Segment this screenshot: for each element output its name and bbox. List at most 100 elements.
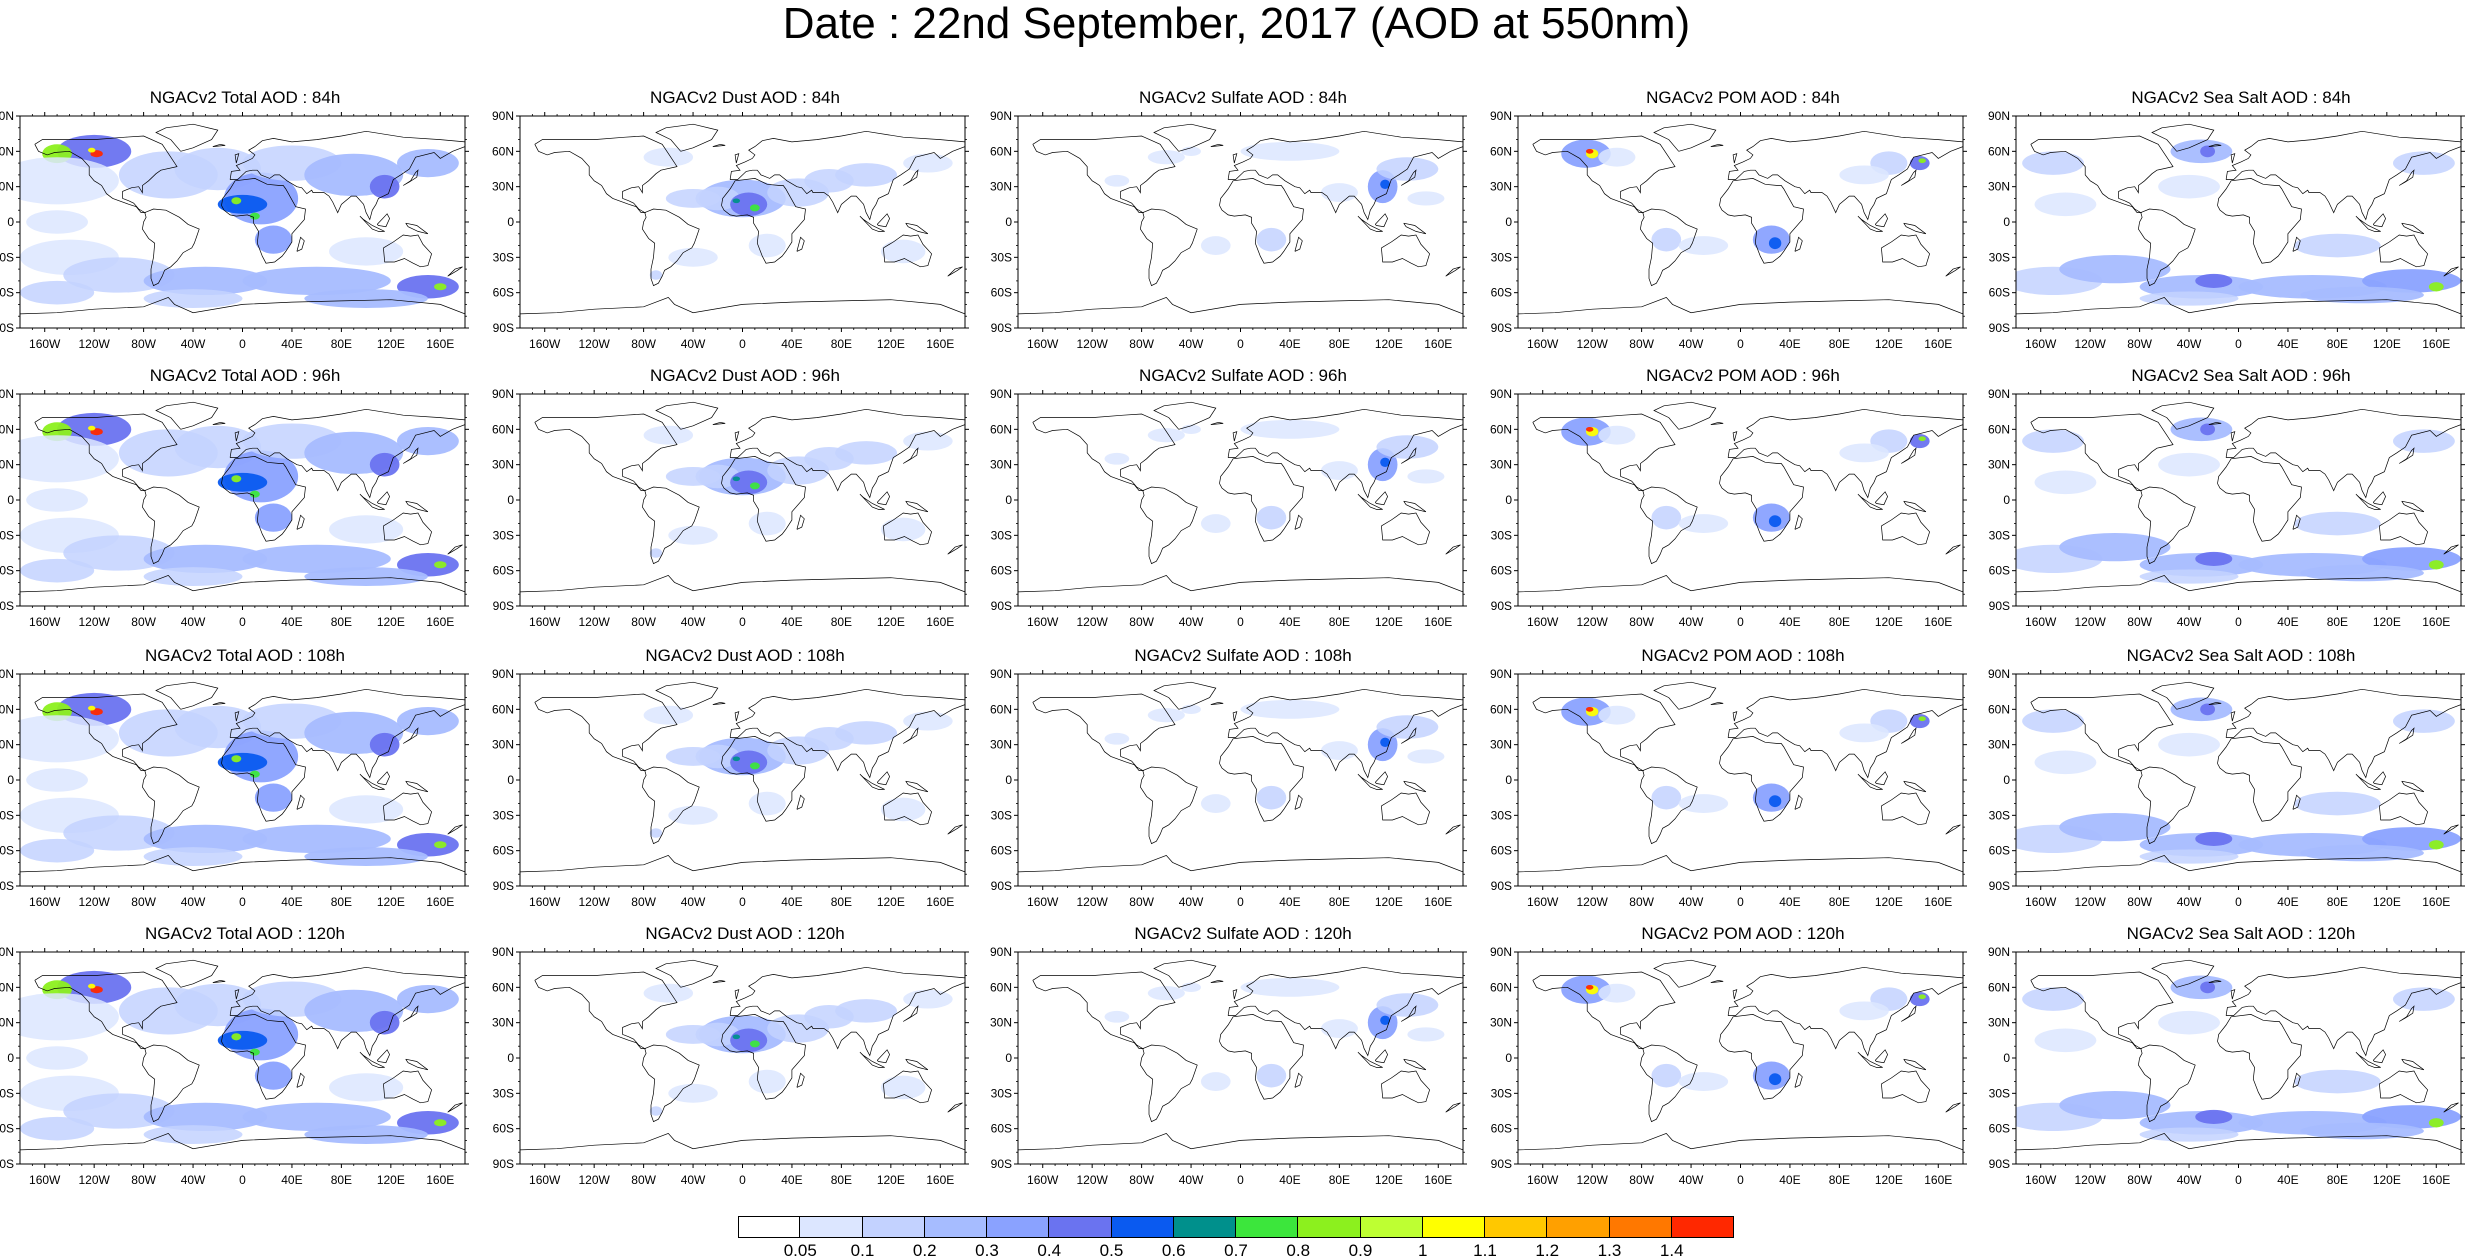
coastline bbox=[1710, 979, 1724, 983]
aod-contour bbox=[730, 1028, 768, 1053]
aod-contour bbox=[665, 189, 721, 208]
lon-label: 0 bbox=[2235, 615, 2242, 629]
lon-label: 80W bbox=[2127, 337, 2152, 351]
coastline bbox=[1857, 773, 1883, 790]
aod-contour bbox=[1407, 1027, 1445, 1042]
coastline bbox=[2016, 574, 2461, 593]
aod-contour bbox=[1147, 428, 1185, 443]
colorbar-label: 1.2 bbox=[1535, 1241, 1560, 1260]
aod-contour bbox=[730, 750, 768, 775]
coastline bbox=[859, 215, 885, 232]
aod-contour bbox=[748, 791, 786, 816]
coastline bbox=[1874, 213, 1888, 228]
lon-label: 0 bbox=[2235, 337, 2242, 351]
aod-contour bbox=[254, 225, 292, 254]
map-background bbox=[520, 674, 965, 886]
aod-contour bbox=[748, 511, 786, 536]
colorbar-swatch bbox=[1236, 1216, 1299, 1238]
coastline bbox=[1727, 688, 1963, 779]
coastline bbox=[876, 491, 890, 506]
coastline bbox=[1232, 431, 1238, 442]
aod-contour bbox=[1598, 147, 1636, 167]
lon-label: 160E bbox=[1424, 615, 1452, 629]
lat-label: 30N bbox=[492, 738, 514, 752]
lon-label: 40E bbox=[2277, 1173, 2298, 1187]
coastline bbox=[2151, 401, 2215, 430]
coastline bbox=[212, 979, 226, 983]
map-plot: 90N 60N 30N 0 30S 60S 90S 160W 120W 80W 40W 0 40E 80E… bbox=[1490, 387, 1967, 629]
coastline bbox=[520, 854, 965, 873]
lon-label: 160W bbox=[529, 895, 561, 909]
lon-label: 40W bbox=[2177, 895, 2202, 909]
lat-label: 60N bbox=[990, 702, 1012, 716]
lon-label: 160W bbox=[1027, 895, 1059, 909]
map-plot: 90N 60N 30N 0 30S 60S 90S 160W 120W 80W 40W 0 40E 80E… bbox=[1490, 667, 1967, 909]
map-panel-total: NGACv2 Total AOD : 120h90N60N30N030S60S9… bbox=[0, 924, 470, 1187]
lon-label: 120E bbox=[1875, 615, 1903, 629]
coastline bbox=[1153, 681, 1217, 710]
coastline bbox=[655, 401, 719, 430]
lon-label: 80W bbox=[1129, 1173, 1154, 1187]
lat-label: 60N bbox=[1490, 702, 1512, 716]
aod-contour bbox=[1585, 148, 1594, 154]
lon-label: 160E bbox=[1924, 1173, 1952, 1187]
map-panel-seasalt: NGACv2 Sea Salt AOD : 84h 90N 60N 30N 0 30S 60… bbox=[1988, 88, 2466, 351]
coastline bbox=[734, 989, 740, 1000]
lon-label: 40W bbox=[2177, 615, 2202, 629]
lon-label: 120W bbox=[578, 1173, 610, 1187]
panel-title: NGACv2 Sulfate AOD : 120h bbox=[1134, 924, 1352, 943]
coastline bbox=[1403, 1058, 1427, 1071]
coastline bbox=[1227, 966, 1463, 1057]
coastline bbox=[1401, 1005, 1417, 1022]
colorbar-label: 0.1 bbox=[850, 1241, 875, 1260]
lon-label: 120E bbox=[1375, 1173, 1403, 1187]
coastline bbox=[2138, 1044, 2196, 1123]
aod-contour bbox=[20, 280, 95, 305]
aod-contour bbox=[1147, 986, 1185, 1001]
coastline bbox=[729, 130, 965, 221]
coastline bbox=[1294, 1072, 1303, 1088]
coastline bbox=[234, 711, 240, 722]
lat-label: 90S bbox=[0, 599, 14, 613]
aod-contour bbox=[242, 266, 391, 296]
lat-label: 0 bbox=[2003, 773, 2010, 787]
aod-contour bbox=[668, 247, 718, 267]
aod-contour bbox=[2393, 429, 2455, 453]
coastline bbox=[2016, 1132, 2461, 1151]
colorbar-label: 1.4 bbox=[1659, 1241, 1684, 1260]
coastline bbox=[2230, 711, 2236, 722]
aod-contour bbox=[730, 192, 768, 217]
aod-contour bbox=[1240, 699, 1340, 719]
lat-label: 60S bbox=[0, 564, 14, 578]
panel-title: NGACv2 Total AOD : 96h bbox=[149, 366, 341, 385]
lon-label: 40E bbox=[1779, 337, 1800, 351]
lat-label: 60S bbox=[493, 1122, 514, 1136]
coastline bbox=[1874, 491, 1888, 506]
panel-title: NGACv2 Dust AOD : 108h bbox=[645, 646, 845, 665]
lon-label: 120E bbox=[1875, 1173, 1903, 1187]
coastline bbox=[1653, 123, 1717, 152]
lon-label: 40E bbox=[1779, 615, 1800, 629]
lon-label: 120W bbox=[578, 895, 610, 909]
coastline bbox=[447, 544, 463, 555]
lat-label: 60N bbox=[492, 980, 514, 994]
coastline bbox=[520, 296, 965, 315]
colorbar-swatch bbox=[1298, 1216, 1361, 1238]
lat-label: 90N bbox=[0, 387, 14, 401]
aod-contour bbox=[1256, 227, 1287, 252]
lon-label: 120W bbox=[2074, 337, 2106, 351]
coastline bbox=[1881, 512, 1930, 546]
lat-label: 30S bbox=[0, 808, 14, 822]
coastline bbox=[2372, 771, 2386, 786]
coastline bbox=[221, 178, 306, 264]
lat-label: 60S bbox=[1989, 564, 2010, 578]
lon-label: 40W bbox=[181, 1173, 206, 1187]
colorbar-label: 0.8 bbox=[1286, 1241, 1311, 1260]
aod-contour bbox=[2300, 564, 2424, 582]
lon-label: 40W bbox=[681, 615, 706, 629]
aod-contour bbox=[880, 797, 926, 822]
coastline bbox=[2230, 153, 2236, 164]
lon-label: 160E bbox=[2422, 615, 2450, 629]
aod-contour bbox=[1918, 716, 1926, 722]
map-panel-sulfate: NGACv2 Sulfate AOD : 84h 90N 60N 30N 0 30S 60S… bbox=[990, 88, 1468, 351]
